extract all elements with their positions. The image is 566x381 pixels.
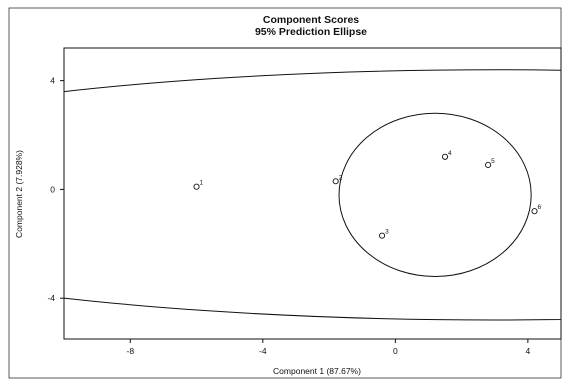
- x-axis: -8 -4 0 4: [126, 339, 530, 356]
- y-tick-label: 4: [50, 76, 55, 86]
- chart-title: Component Scores: [263, 14, 359, 26]
- y-tick-label: 0: [50, 184, 55, 194]
- data-point-label: 4: [448, 150, 452, 157]
- y-axis-label: Component 2 (7.928%): [14, 150, 24, 238]
- y-axis: -4 0 4: [47, 76, 64, 303]
- plot-area: [63, 47, 562, 340]
- data-point: [193, 183, 200, 190]
- data-point-label: 6: [537, 204, 541, 211]
- data-point: [485, 161, 492, 168]
- data-point: [441, 153, 449, 160]
- x-tick-label: -4: [259, 346, 267, 356]
- x-tick-label: 4: [525, 346, 530, 356]
- data-point: [531, 208, 538, 215]
- inner-prediction-ellipse: [338, 112, 532, 277]
- y-tick-label: -4: [47, 293, 55, 303]
- data-point: [379, 232, 386, 239]
- outer-prediction-ellipse: [64, 69, 561, 321]
- ellipse-layer: [64, 69, 561, 321]
- x-axis-label: Component 1 (87.67%): [273, 366, 361, 376]
- data-point-label: 5: [491, 158, 495, 165]
- data-points: 1 2 3 4 5 6: [193, 150, 541, 239]
- figure-frame: [8, 7, 562, 379]
- data-point: [332, 178, 339, 185]
- data-point-label: 3: [385, 229, 389, 236]
- x-tick-label: 0: [393, 346, 398, 356]
- x-tick-label: -8: [126, 346, 134, 356]
- chart-subtitle: 95% Prediction Ellipse: [255, 26, 367, 38]
- data-point-label: 1: [200, 180, 204, 187]
- data-point-label: 2: [339, 174, 343, 181]
